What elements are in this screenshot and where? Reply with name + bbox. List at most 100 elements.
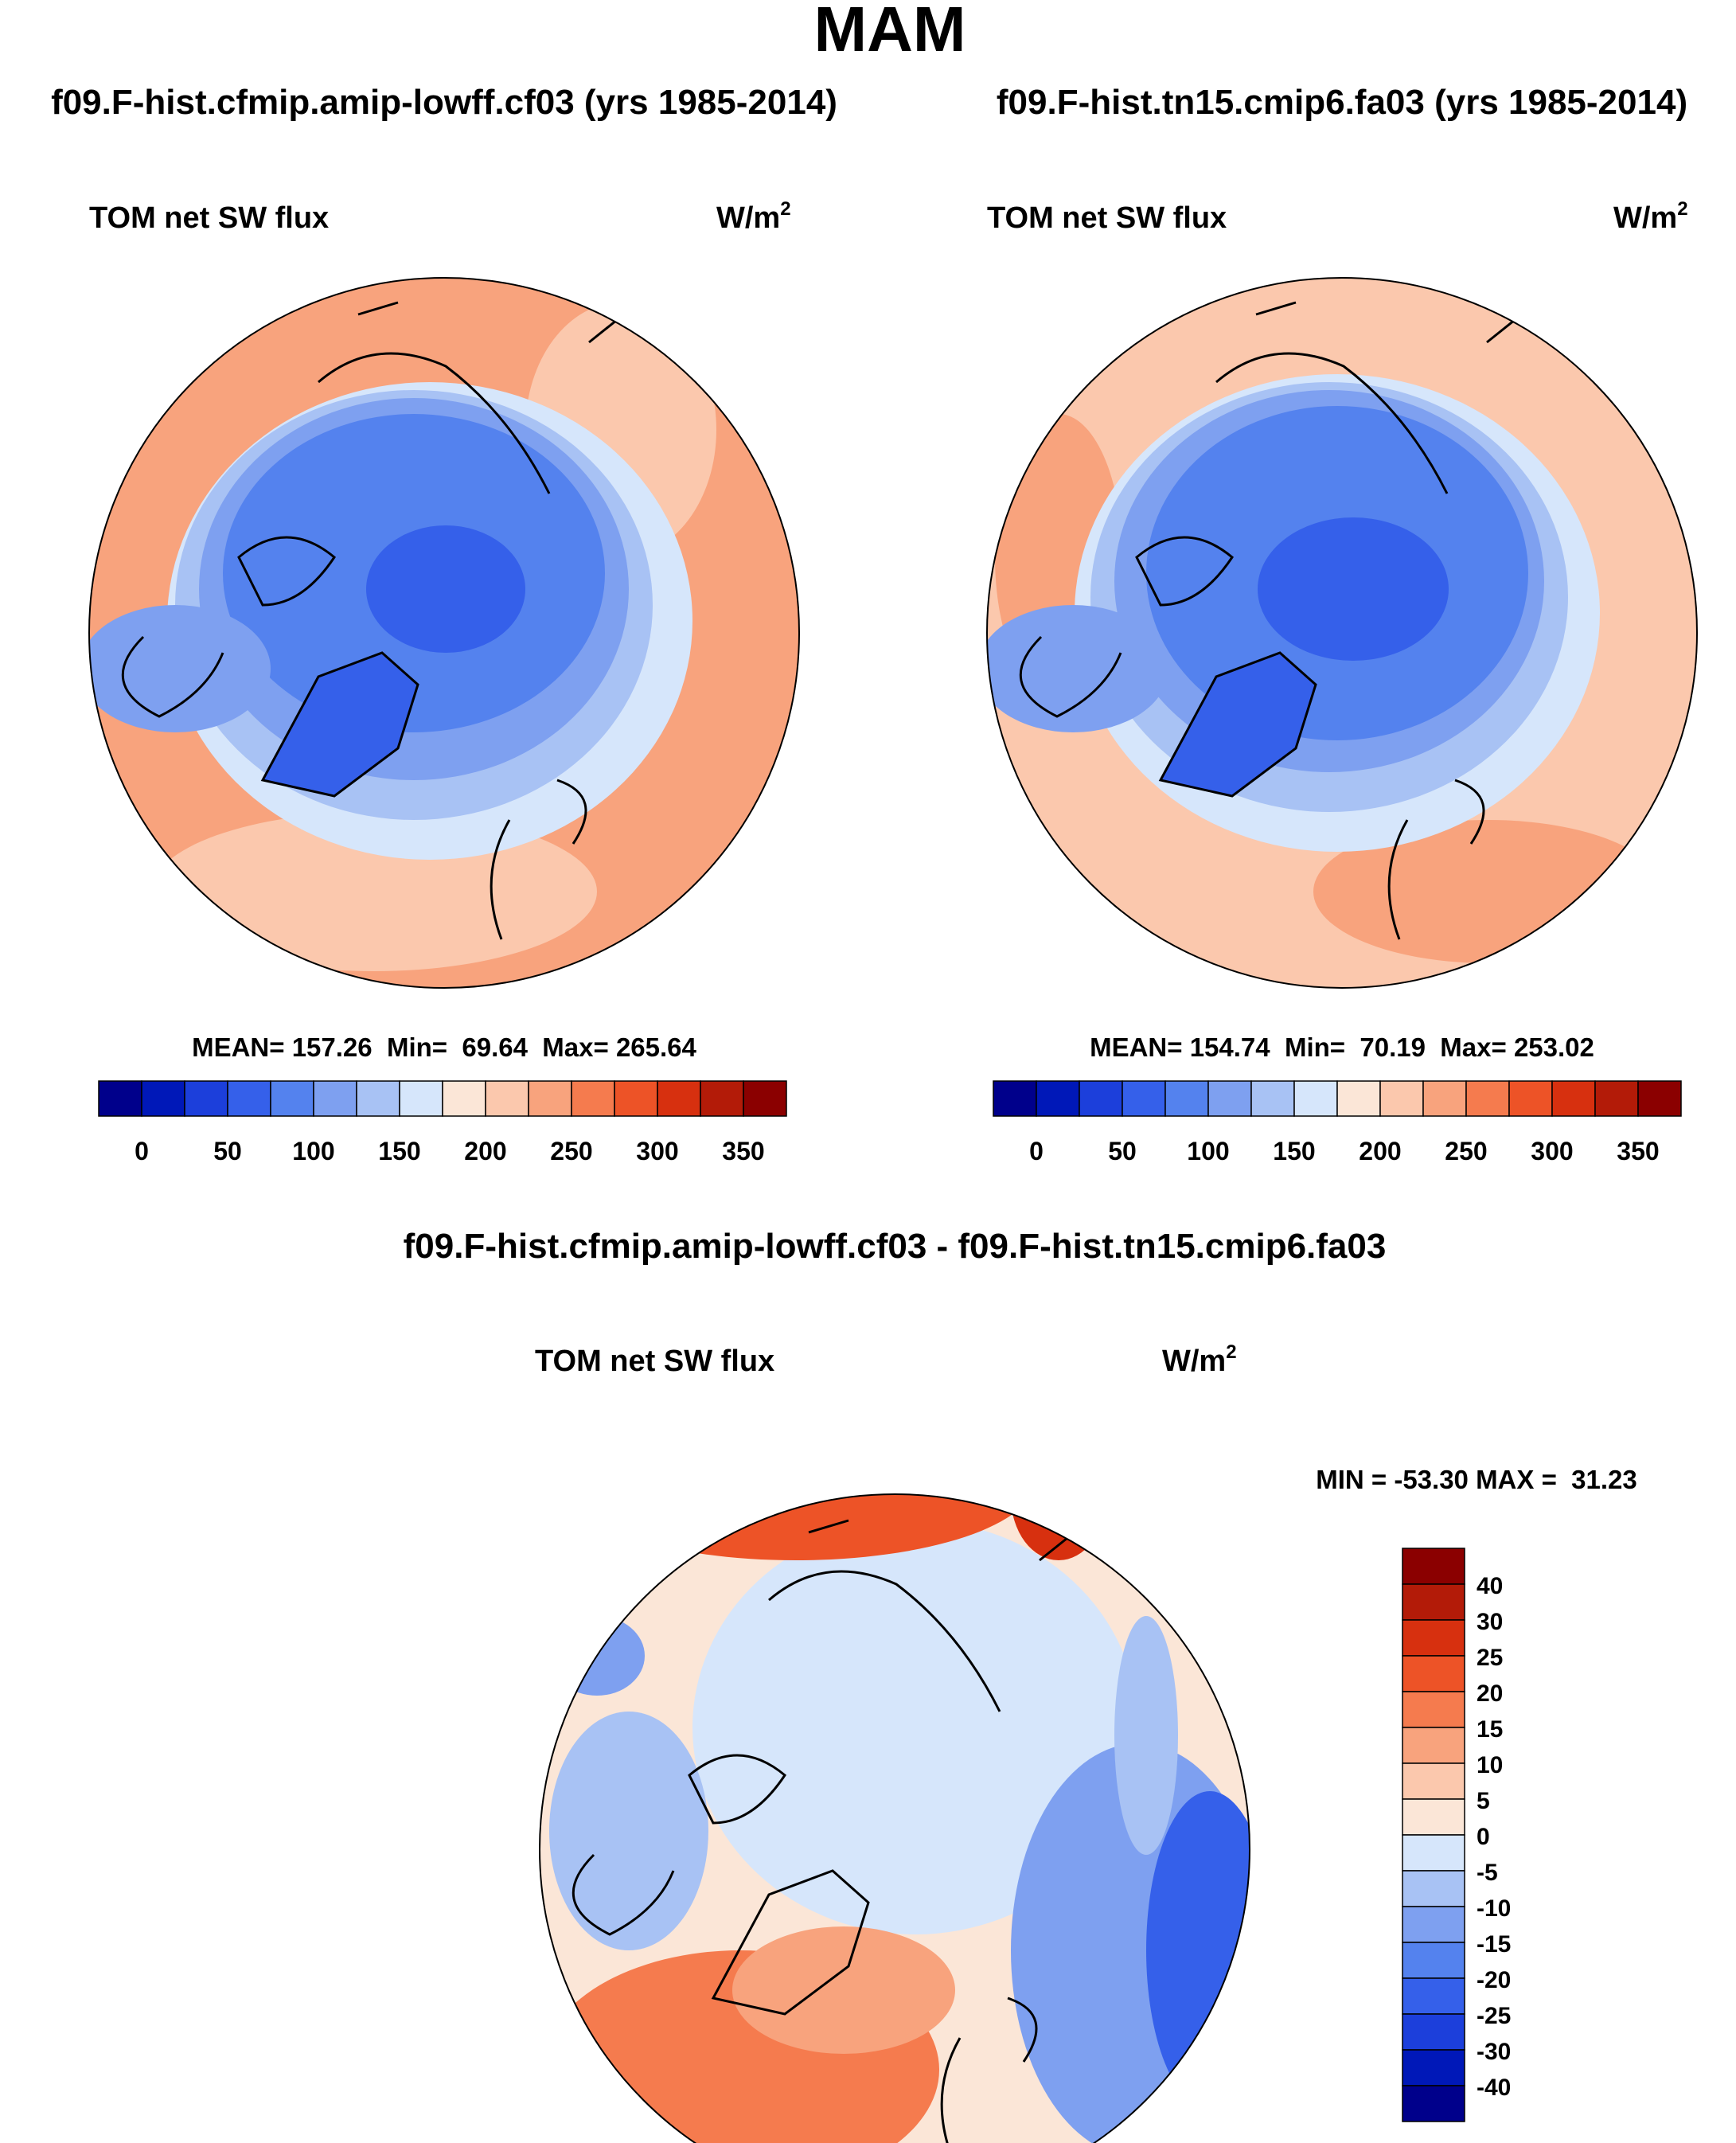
panel-2-coastlines [1019, 301, 1527, 940]
panel-2-colorbar-box [1293, 1080, 1338, 1117]
panel-1-colorbar-box [571, 1080, 615, 1117]
panel-3-colorbar-tick-label: 10 [1477, 1752, 1503, 1778]
panel-3-coastlines [572, 1519, 1080, 2143]
panel-1-colorbar-box [528, 1080, 572, 1117]
panel-3-colorbar-tick-label: -25 [1477, 2003, 1511, 2029]
panel-3-colorbar-box [1402, 2013, 1465, 2051]
panel-3-colorbar-tick-label: 15 [1477, 1716, 1503, 1743]
panel-3-colorbar-box [1402, 1870, 1465, 1907]
panel-1-field-north-america [89, 605, 271, 732]
panel-3-colorbar-box [1402, 1762, 1465, 1800]
panel-3-units-label: W/m2 [1162, 1341, 1237, 1378]
panel-1-colorbar-tick-label: 0 [135, 1137, 149, 1165]
panel-1-colorbar-box [442, 1080, 486, 1117]
panel-2-polar-map [987, 278, 1697, 988]
panel-2-colorbar-tick-label: 350 [1617, 1137, 1659, 1165]
panel-2-case-title: f09.F-hist.tn15.cmip6.fa03 (yrs 1985-201… [997, 83, 1687, 122]
panel-2-colorbar-box [1508, 1080, 1553, 1117]
panel-3-field-west [549, 1712, 708, 1950]
panel-3: f09.F-hist.cfmip.amip-lowff.cf03 - f09.F… [404, 1227, 1637, 2143]
panel-3-colorbar-tick-label: -15 [1477, 1931, 1511, 1958]
panel-3-colorbar-tick-label: 5 [1477, 1788, 1490, 1814]
panel-1-colorbar-tick-label: 50 [213, 1137, 242, 1165]
panel-1-colorbar-box [313, 1080, 357, 1117]
panel-3-field-far-east [1146, 1791, 1250, 2110]
panel-3-colorbar-box [1402, 1906, 1465, 1943]
panel-1-colorbar-box [141, 1080, 185, 1117]
panel-2-colorbar-tick-label: 300 [1531, 1137, 1573, 1165]
panel-3-colorbar-tick-label: -20 [1477, 1967, 1511, 1993]
panel-2-colorbar: 0 50 100 150 200 250 300 350 [993, 1080, 1682, 1165]
panel-2-colorbar-box [1164, 1080, 1209, 1117]
panel-1-colorbar-box [227, 1080, 271, 1117]
panel-2-colorbar-box [1079, 1080, 1123, 1117]
panel-2-colorbar-tick-label: 0 [1029, 1137, 1044, 1165]
panel-3-colorbar-box [1402, 1834, 1465, 1872]
panel-3-colorbar-tick-label: 30 [1477, 1609, 1503, 1635]
panel-2-colorbar-box [1594, 1080, 1639, 1117]
panel-1-colorbar-box [184, 1080, 228, 1117]
panel-2-map-border [986, 277, 1698, 989]
panel-3-colorbar-box [1402, 1548, 1465, 1585]
panel-1-colorbar-box [485, 1080, 529, 1117]
panel-3-colorbar-box [1402, 1977, 1465, 2015]
season-title: MAM [813, 0, 966, 64]
panel-3-field-north [557, 1494, 1035, 1560]
panel-3-colorbar-tick-label: 20 [1477, 1680, 1503, 1707]
panel-2: f09.F-hist.tn15.cmip6.fa03 (yrs 1985-201… [986, 83, 1698, 1165]
panel-3-stats: MIN = -53.30 MAX = 31.23 [1316, 1465, 1637, 1494]
panel-1-polar-map [89, 278, 799, 988]
panel-3-colorbar-box [1402, 2085, 1465, 2122]
panel-3-colorbar-box [1402, 1942, 1465, 1979]
panel-1-greenland-field [263, 653, 418, 796]
panel-1-colorbar-tick-label: 250 [550, 1137, 592, 1165]
panel-2-colorbar-box [1379, 1080, 1424, 1117]
panel-3-colorbar-box [1402, 1583, 1465, 1621]
panel-1: f09.F-hist.cfmip.amip-lowff.cf03 (yrs 19… [51, 83, 837, 1165]
panel-2-field-core [1258, 517, 1449, 661]
panel-2-units-label: W/m2 [1613, 198, 1688, 235]
panel-2-colorbar-box [993, 1080, 1037, 1117]
panel-1-colorbar: 0 50 100 150 200 250 300 350 [98, 1080, 787, 1165]
panel-3-map-border [539, 1493, 1250, 2143]
panel-2-colorbar-box [1551, 1080, 1596, 1117]
panel-2-field-north-america [987, 605, 1168, 732]
panel-3-colorbar-tick-label: 0 [1477, 1824, 1490, 1850]
panel-1-colorbar-box [657, 1080, 701, 1117]
panel-2-colorbar-box [1122, 1080, 1166, 1117]
panel-3-field-south [732, 1926, 955, 2054]
panel-3-colorbar-tick-label: -5 [1477, 1860, 1498, 1886]
panel-1-colorbar-tick-label: 150 [378, 1137, 420, 1165]
panel-3-case-title: f09.F-hist.cfmip.amip-lowff.cf03 - f09.F… [404, 1227, 1387, 1266]
panel-3-colorbar-box [1402, 1619, 1465, 1657]
panel-1-colorbar-box [270, 1080, 314, 1117]
panel-1-coastlines [121, 301, 630, 940]
panel-2-greenland-field [1161, 653, 1316, 796]
panel-2-variable-label: TOM net SW flux [987, 201, 1227, 235]
panel-2-colorbar-tick-label: 50 [1108, 1137, 1137, 1165]
panel-1-colorbar-box [700, 1080, 744, 1117]
panel-2-colorbar-box [1036, 1080, 1080, 1117]
panel-2-colorbar-box [1250, 1080, 1295, 1117]
panel-3-colorbar-box [1402, 1691, 1465, 1728]
panel-3-colorbar-tick-label: -10 [1477, 1895, 1511, 1922]
panel-2-colorbar-box [1336, 1080, 1381, 1117]
panel-1-colorbar-tick-label: 100 [292, 1137, 334, 1165]
panel-1-colorbar-tick-label: 350 [722, 1137, 764, 1165]
panel-1-colorbar-tick-label: 200 [464, 1137, 506, 1165]
panel-1-colorbar-box [356, 1080, 400, 1117]
panel-2-colorbar-tick-label: 250 [1445, 1137, 1487, 1165]
panel-2-colorbar-box [1465, 1080, 1510, 1117]
panel-2-colorbar-tick-label: 200 [1359, 1137, 1401, 1165]
panel-1-units-label: W/m2 [716, 198, 791, 235]
panel-3-polar-map [540, 1494, 1250, 2143]
panel-1-variable-label: TOM net SW flux [89, 201, 329, 235]
panel-3-field-northeast [1011, 1494, 1106, 1560]
panel-3-variable-label: TOM net SW flux [535, 1345, 774, 1378]
panel-3-colorbar-box [1402, 2049, 1465, 2086]
panel-3-field-center [692, 1520, 1138, 1934]
panel-2-colorbar-box [1637, 1080, 1682, 1117]
panel-1-stats: MEAN= 157.26 Min= 69.64 Max= 265.64 [192, 1032, 696, 1062]
panel-1-case-title: f09.F-hist.cfmip.amip-lowff.cf03 (yrs 19… [51, 83, 837, 122]
